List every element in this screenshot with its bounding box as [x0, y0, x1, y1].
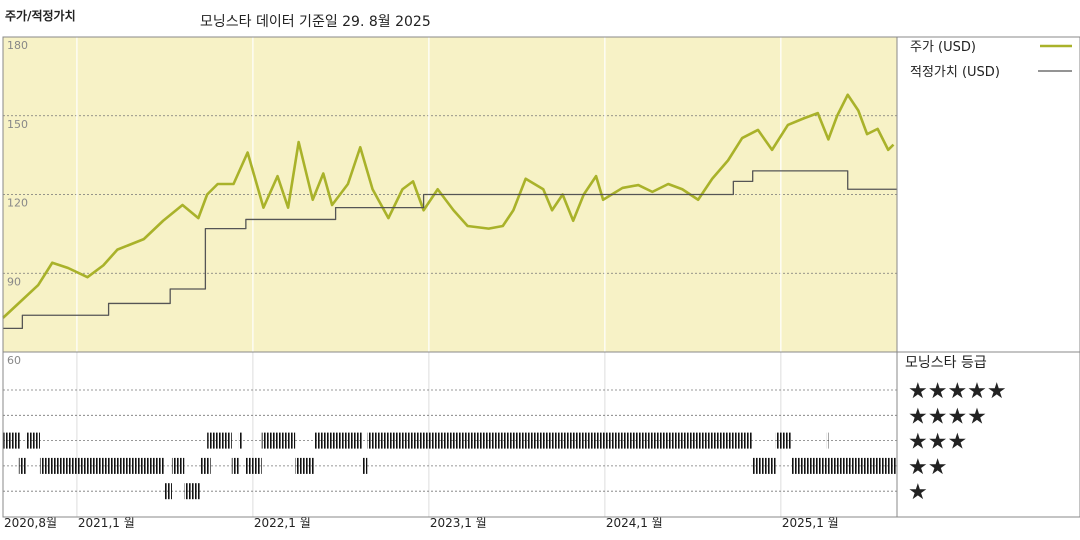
legend-label: 주가 (USD) [910, 40, 976, 55]
rating-period [25, 432, 40, 449]
rating-period [184, 483, 201, 500]
rating-level-label: ★ [908, 480, 928, 505]
frame [2, 36, 1080, 518]
rating-period [171, 457, 185, 474]
x-tick-label: 2021,1 월 [78, 516, 135, 530]
x-tick-label: 2025,1 월 [782, 516, 839, 530]
rating-period [362, 457, 368, 474]
rating-period [245, 457, 262, 474]
x-tick-label: 2023,1 월 [430, 516, 487, 530]
rating-level-label: ★★ [908, 455, 947, 480]
rating-period [231, 457, 239, 474]
y-tick-label: 180 [7, 39, 28, 52]
rating-period [367, 432, 753, 449]
rating-period [261, 432, 296, 449]
rating-period [200, 457, 211, 474]
rating-level-label: ★★★★★ [908, 379, 1007, 404]
rating-period [826, 432, 829, 449]
chart-subtitle: 모닝스타 데이터 기준일 29. 8월 2025 [200, 14, 431, 30]
rating-period [3, 432, 21, 449]
rating-period [314, 432, 363, 449]
rating-period [18, 457, 26, 474]
rating-level-label: ★★★★ [908, 404, 987, 429]
rating-period [295, 457, 315, 474]
series-line [3, 170, 897, 330]
chart-title: 주가/적정가치 [5, 8, 76, 23]
legend-label: 적정가치 (USD) [910, 65, 1000, 80]
rating-period [207, 432, 232, 449]
series-line [2, 93, 895, 319]
rating-period [752, 457, 776, 474]
rating-period [238, 432, 243, 449]
x-tick-label: 2020,8월 [4, 516, 57, 530]
x-tick-label: 2024,1 월 [606, 516, 663, 530]
rating-period [39, 457, 165, 474]
rating-level-label: ★★★ [908, 430, 967, 455]
y-tick-label: 60 [7, 354, 21, 367]
y-tick-label: 150 [7, 118, 28, 131]
rating-period [791, 457, 897, 474]
y-tick-label: 120 [7, 197, 28, 210]
rating-period [775, 432, 792, 449]
rating-period [164, 483, 172, 500]
y-tick-label: 90 [7, 275, 21, 288]
x-tick-label: 2022,1 월 [254, 516, 311, 530]
rating-title: 모닝스타 등급 [905, 355, 987, 371]
